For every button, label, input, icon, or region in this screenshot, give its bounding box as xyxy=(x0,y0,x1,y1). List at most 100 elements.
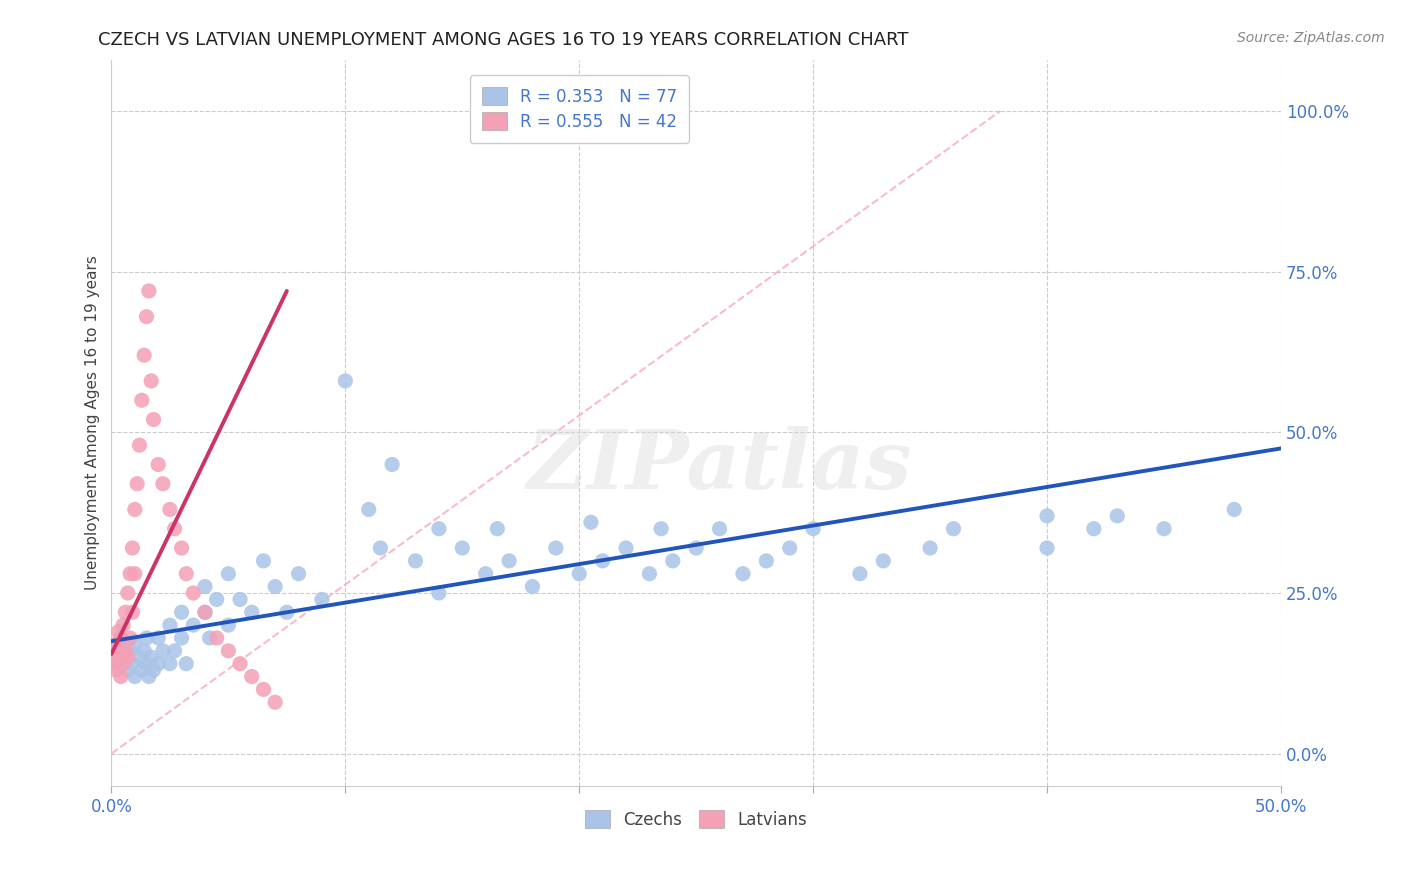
Point xyxy=(174,657,197,671)
Point xyxy=(121,605,143,619)
Point xyxy=(148,458,170,472)
Point xyxy=(650,522,672,536)
Point xyxy=(124,669,146,683)
Point xyxy=(135,631,157,645)
Point xyxy=(779,541,801,555)
Point xyxy=(138,669,160,683)
Point xyxy=(568,566,591,581)
Point xyxy=(114,605,136,619)
Point xyxy=(685,541,707,555)
Point xyxy=(1083,522,1105,536)
Point xyxy=(1107,508,1129,523)
Point xyxy=(205,631,228,645)
Point xyxy=(124,637,146,651)
Point xyxy=(148,631,170,645)
Point xyxy=(103,637,125,651)
Point xyxy=(103,657,125,671)
Point xyxy=(105,663,128,677)
Point xyxy=(110,669,132,683)
Point xyxy=(592,554,614,568)
Point xyxy=(264,695,287,709)
Point xyxy=(181,618,204,632)
Point xyxy=(264,580,287,594)
Point xyxy=(124,502,146,516)
Point xyxy=(112,657,135,671)
Point xyxy=(335,374,357,388)
Point xyxy=(117,586,139,600)
Point xyxy=(370,541,392,555)
Point xyxy=(198,631,221,645)
Point xyxy=(142,663,165,677)
Point xyxy=(252,682,274,697)
Point xyxy=(163,644,186,658)
Point xyxy=(217,618,239,632)
Point xyxy=(451,541,474,555)
Point xyxy=(134,644,156,658)
Point xyxy=(135,657,157,671)
Point xyxy=(114,644,136,658)
Point xyxy=(135,310,157,324)
Point xyxy=(217,644,239,658)
Point xyxy=(544,541,567,555)
Text: CZECH VS LATVIAN UNEMPLOYMENT AMONG AGES 16 TO 19 YEARS CORRELATION CHART: CZECH VS LATVIAN UNEMPLOYMENT AMONG AGES… xyxy=(98,31,908,49)
Point xyxy=(114,637,136,651)
Point xyxy=(120,566,142,581)
Point xyxy=(107,624,129,639)
Point xyxy=(134,348,156,362)
Point xyxy=(1153,522,1175,536)
Point xyxy=(120,631,142,645)
Point xyxy=(276,605,298,619)
Point xyxy=(112,618,135,632)
Point xyxy=(709,522,731,536)
Point xyxy=(731,566,754,581)
Point xyxy=(159,502,181,516)
Point xyxy=(240,605,263,619)
Point xyxy=(110,631,132,645)
Point xyxy=(498,554,520,568)
Point xyxy=(229,657,252,671)
Point xyxy=(427,586,450,600)
Point xyxy=(120,644,142,658)
Point xyxy=(152,476,174,491)
Point xyxy=(159,657,181,671)
Point xyxy=(357,502,380,516)
Point xyxy=(148,657,170,671)
Point xyxy=(474,566,496,581)
Point xyxy=(522,580,544,594)
Point xyxy=(194,605,217,619)
Point xyxy=(112,650,135,665)
Point xyxy=(311,592,333,607)
Point xyxy=(942,522,965,536)
Point xyxy=(163,522,186,536)
Point xyxy=(427,522,450,536)
Point xyxy=(920,541,942,555)
Text: Source: ZipAtlas.com: Source: ZipAtlas.com xyxy=(1237,31,1385,45)
Point xyxy=(181,586,204,600)
Point xyxy=(217,566,239,581)
Point xyxy=(486,522,509,536)
Point xyxy=(229,592,252,607)
Point xyxy=(124,566,146,581)
Point xyxy=(138,284,160,298)
Point xyxy=(142,412,165,426)
Point xyxy=(141,650,163,665)
Point xyxy=(614,541,637,555)
Point xyxy=(662,554,685,568)
Point xyxy=(128,650,150,665)
Text: ZIPatlas: ZIPatlas xyxy=(527,426,912,507)
Point xyxy=(381,458,404,472)
Point xyxy=(1036,541,1059,555)
Point xyxy=(107,650,129,665)
Point xyxy=(117,650,139,665)
Point xyxy=(110,631,132,645)
Legend: Czechs, Latvians: Czechs, Latvians xyxy=(578,804,814,836)
Point xyxy=(105,644,128,658)
Point xyxy=(117,663,139,677)
Point xyxy=(131,393,153,408)
Point xyxy=(159,618,181,632)
Point xyxy=(121,541,143,555)
Point xyxy=(638,566,661,581)
Point xyxy=(801,522,824,536)
Point xyxy=(170,631,193,645)
Point xyxy=(872,554,894,568)
